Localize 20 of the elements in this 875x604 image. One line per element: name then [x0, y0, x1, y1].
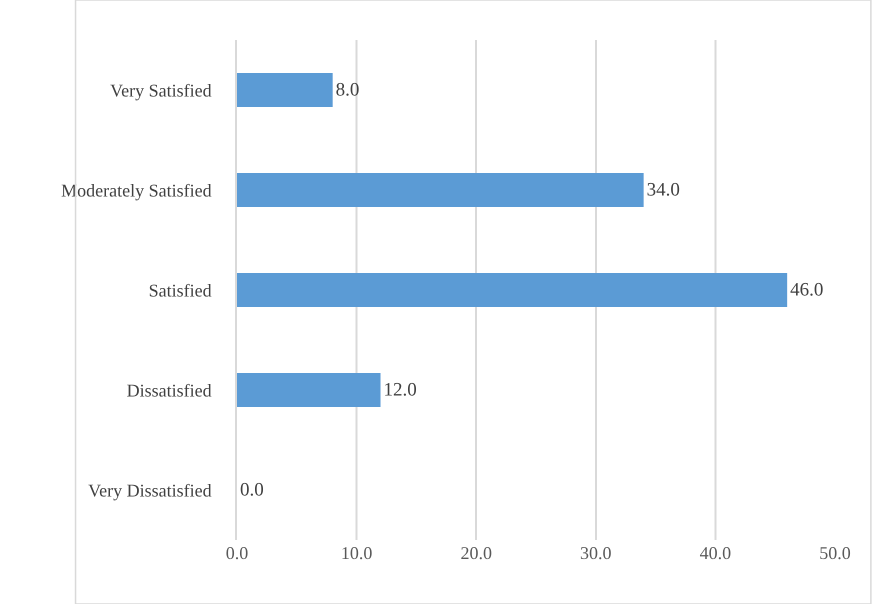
y-tick-label: Moderately Satisfied: [61, 180, 212, 200]
data-label: 0.0: [240, 480, 264, 500]
x-tick-label: 30.0: [580, 543, 612, 563]
x-tick-label: 10.0: [340, 543, 372, 563]
x-tick-label: 20.0: [460, 543, 492, 563]
data-label: 12.0: [384, 380, 417, 400]
x-tick-label: 50.0: [819, 543, 851, 563]
y-tick-label: Very Satisfied: [110, 80, 212, 100]
bar: [237, 73, 333, 107]
data-label: 34.0: [646, 180, 680, 200]
bar: [237, 373, 381, 407]
data-label: 46.0: [790, 280, 824, 300]
x-tick-label: 40.0: [700, 543, 732, 563]
y-tick-label: Very Dissatisfied: [88, 480, 212, 500]
y-tick-label: Dissatisfied: [126, 380, 212, 400]
y-tick-label: Satisfied: [148, 280, 212, 300]
x-tick-label: 0.0: [226, 543, 248, 563]
bar: [237, 173, 644, 207]
bar: [237, 273, 788, 307]
data-label: 8.0: [336, 80, 360, 100]
